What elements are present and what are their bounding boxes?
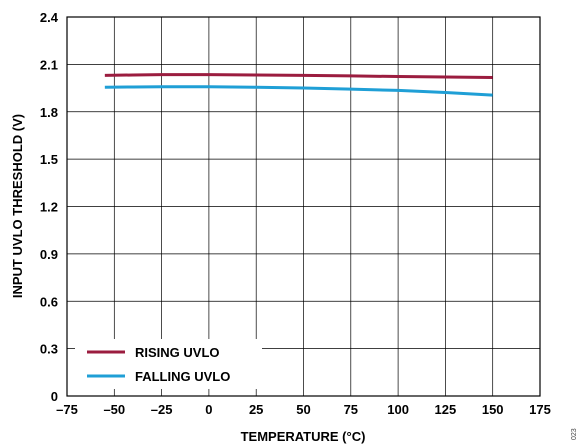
y-tick-label: 1.8 [40,105,58,120]
series-layer [104,73,493,97]
y-tick-label: 2.4 [40,10,59,25]
plot-frame [66,16,541,397]
legend-label: RISING UVLO [135,345,220,360]
series-line-rising-uvlo [104,73,493,79]
x-tick-label: 125 [435,402,457,417]
x-tick-label: 175 [529,402,551,417]
x-tick-labels: –75 –50 –25 0 25 50 75 100 125 150 175 [56,402,551,417]
y-tick-label: 1.5 [40,152,58,167]
x-tick-label: 100 [387,402,409,417]
x-tick-label: 0 [205,402,212,417]
legend-label: FALLING UVLO [135,369,230,384]
x-axis-title: TEMPERATURE (°C) [241,429,366,444]
y-tick-label: 0.3 [40,342,58,357]
x-tick-label: –25 [151,402,173,417]
y-tick-label: 0.9 [40,247,58,262]
x-tick-label: –75 [56,402,78,417]
y-axis-title: INPUT UVLO THRESHOLD (V) [10,114,25,298]
y-tick-labels: 0 0.3 0.6 0.9 1.2 1.5 1.8 2.1 2.4 [40,10,59,404]
figure-id: 023 [571,428,578,440]
y-tick-label: 0.6 [40,294,58,309]
x-tick-label: 75 [344,402,358,417]
y-tick-label: 1.2 [40,200,58,215]
series-line-falling-uvlo [104,85,493,97]
x-tick-label: –50 [103,402,125,417]
x-tick-label: 150 [482,402,504,417]
legend: RISING UVLO FALLING UVLO [75,339,262,389]
x-tick-label: 25 [249,402,263,417]
x-tick-label: 50 [296,402,310,417]
y-tick-label: 0 [51,389,58,404]
y-tick-label: 2.1 [40,57,58,72]
legend-box [75,339,262,389]
